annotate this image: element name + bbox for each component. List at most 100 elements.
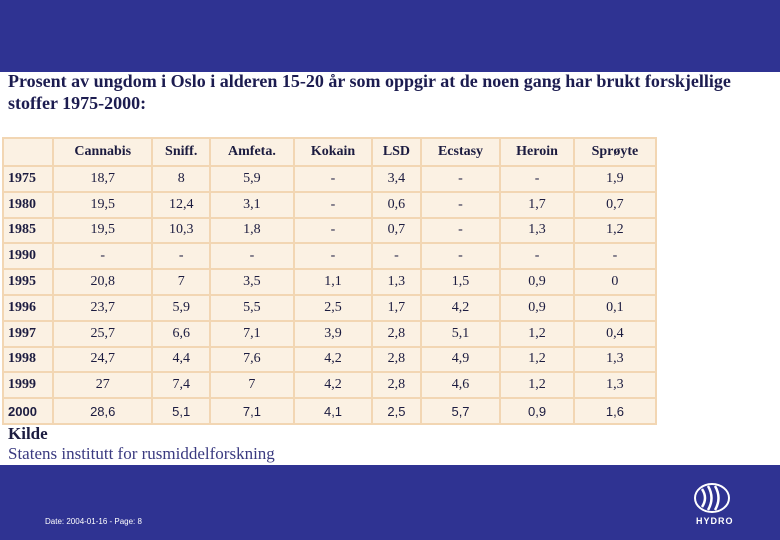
cell: 0,9 (501, 399, 573, 423)
cell: - (294, 218, 372, 243)
cell: 1,2 (574, 218, 655, 243)
cell: 7,6 (210, 347, 293, 372)
cell: 1,8 (210, 218, 293, 243)
cell: 7,1 (210, 321, 293, 346)
logo-mark (694, 483, 730, 513)
cell: 4,1 (294, 399, 372, 423)
cell: 18,7 (54, 167, 152, 191)
cell: - (421, 192, 500, 217)
row-label: 1985 (4, 218, 52, 243)
cell: 25,7 (54, 321, 152, 346)
table-row: 2000 28,6 5,1 7,1 4,1 2,5 5,7 0,9 1,6 (4, 399, 655, 423)
cell: 5,7 (421, 399, 500, 423)
corner-cell (4, 139, 52, 165)
cell: 4,2 (294, 347, 372, 372)
cell: 4,2 (294, 373, 372, 398)
cell: - (294, 167, 372, 191)
column-header: Ecstasy (421, 139, 500, 165)
cell: 1,3 (574, 347, 655, 372)
column-header: Amfeta. (210, 139, 293, 165)
cell: 28,6 (54, 399, 152, 423)
cell: 0 (574, 270, 655, 294)
cell: - (153, 244, 209, 269)
cell: - (501, 244, 573, 269)
row-label: 1999 (4, 373, 52, 398)
cell: 24,7 (54, 347, 152, 372)
cell: 1,6 (574, 399, 655, 423)
cell: - (574, 244, 655, 269)
cell: 27 (54, 373, 152, 398)
cell: 3,1 (210, 192, 293, 217)
cell: 7,4 (153, 373, 209, 398)
cell: 4,4 (153, 347, 209, 372)
cell: - (421, 244, 500, 269)
cell: 1,3 (501, 218, 573, 243)
cell: 1,2 (501, 373, 573, 398)
cell: 5,9 (210, 167, 293, 191)
cell: - (501, 167, 573, 191)
table-row: 1998 24,7 4,4 7,6 4,2 2,8 4,9 1,2 1,3 (4, 347, 655, 372)
table-row: 1995 20,8 7 3,5 1,1 1,3 1,5 0,9 0 (4, 270, 655, 294)
column-header: Sprøyte (574, 139, 655, 165)
data-table: Cannabis Sniff. Amfeta. Kokain LSD Ecstasy Her… (2, 137, 657, 425)
cell: 1,7 (501, 192, 573, 217)
row-label: 1990 (4, 244, 52, 269)
cell: 0,7 (373, 218, 420, 243)
table-row: 1997 25,7 6,6 7,1 3,9 2,8 5,1 1,2 0,4 (4, 321, 655, 346)
row-label: 2000 (4, 399, 52, 423)
cell: 12,4 (153, 192, 209, 217)
cell: 1,9 (574, 167, 655, 191)
row-label: 1998 (4, 347, 52, 372)
row-label: 1975 (4, 167, 52, 191)
table-row: 1975 18,7 8 5,9-3,4- -1,9 (4, 167, 655, 191)
source-text: Statens institutt for rusmiddelforskning (8, 444, 275, 463)
cell: 2,8 (373, 321, 420, 346)
cell: 6,6 (153, 321, 209, 346)
cell: 7,1 (210, 399, 293, 423)
cell: - (373, 244, 420, 269)
cell: 2,8 (373, 347, 420, 372)
top-band (0, 0, 780, 72)
cell: 0,1 (574, 295, 655, 320)
cell: 19,5 (54, 192, 152, 217)
cell: 0,9 (501, 270, 573, 294)
table-row: 1985 19,5 10,3 1,8-0,7-1,3 1,2 (4, 218, 655, 243)
cell: 5,1 (421, 321, 500, 346)
column-header: Heroin (501, 139, 573, 165)
logo-text: HYDRO (696, 516, 734, 526)
cell: 0,9 (501, 295, 573, 320)
cell: 4,9 (421, 347, 500, 372)
cell: 1,1 (294, 270, 372, 294)
title: Prosent av ungdom i Oslo i alderen 15-20… (8, 71, 731, 113)
cell: 2,5 (373, 399, 420, 423)
column-header: Kokain (294, 139, 372, 165)
cell: 20,8 (54, 270, 152, 294)
cell: - (294, 192, 372, 217)
cell: 2,8 (373, 373, 420, 398)
cell: 23,7 (54, 295, 152, 320)
bottom-band (0, 465, 780, 540)
table-row: 1980 19,5 12,4 3,1-0,6-1,7 0,7 (4, 192, 655, 217)
cell: 7 (153, 270, 209, 294)
cell: 1,2 (501, 347, 573, 372)
row-label: 1995 (4, 270, 52, 294)
cell: - (421, 218, 500, 243)
cell: 7 (210, 373, 293, 398)
cell: 19,5 (54, 218, 152, 243)
table-row: 1999 27 7,4 7 4,2 2,8 4,6 1,2 1,3 (4, 373, 655, 398)
cell: 3,5 (210, 270, 293, 294)
cell: 4,6 (421, 373, 500, 398)
row-label: 1997 (4, 321, 52, 346)
cell: - (294, 244, 372, 269)
column-header: Sniff. (153, 139, 209, 165)
cell: 3,9 (294, 321, 372, 346)
table-row: 1990- - - - - - - - (4, 244, 655, 269)
cell: 0,7 (574, 192, 655, 217)
footer-text: Date: 2004-01-16 - Page: 8 (45, 517, 142, 526)
cell: 3,4 (373, 167, 420, 191)
cell: 1,2 (501, 321, 573, 346)
cell: 5,9 (153, 295, 209, 320)
cell: 4,2 (421, 295, 500, 320)
source-heading: Kilde (8, 424, 48, 443)
